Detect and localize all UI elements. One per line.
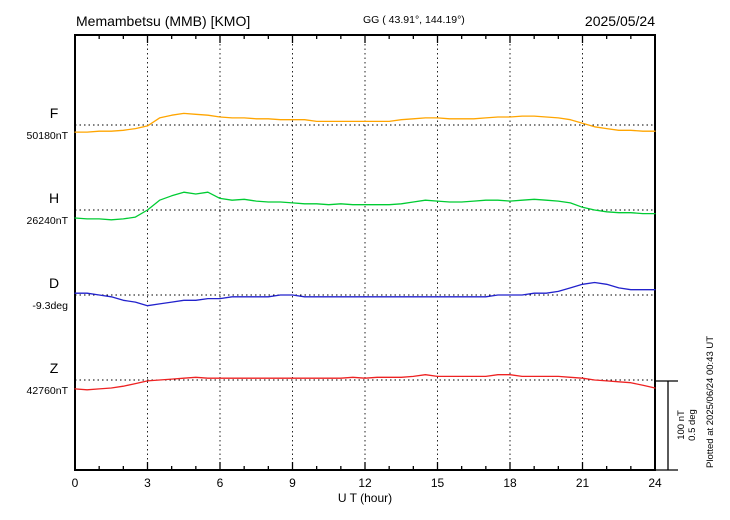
plotted-at-stamp: Plotted at 2025/06/24 00:43 UT [705, 336, 716, 468]
x-tick-label: 12 [358, 476, 372, 490]
trace-line-D [74, 281, 656, 307]
station-coordinates: GG ( 43.91°, 144.19°) [363, 14, 465, 26]
x-tick-label: 18 [503, 476, 517, 490]
x-tick-label: 24 [648, 476, 662, 490]
trace-letter-Z: Z [50, 360, 59, 376]
x-tick-label: 21 [576, 476, 590, 490]
plot-dynamic-layer: 0 3 6 9 12 15 18 21 24 F 50180nT H 26240nT D -9.3deg Z 4… [27, 35, 678, 490]
trace-baseline-value-H: 26240nT [27, 215, 69, 227]
trace-line-F [74, 112, 656, 133]
x-tick-label: 0 [72, 476, 79, 490]
plot-date: 2025/05/24 [585, 13, 655, 29]
station-title: Memambetsu (MMB) [KMO] [76, 13, 250, 29]
trace-baseline-value-F: 50180nT [27, 130, 69, 142]
trace-line-Z [74, 374, 656, 391]
scale-label-deg: 0.5 deg [687, 409, 698, 441]
trace-baseline-value-D: -9.3deg [32, 300, 68, 312]
trace-line-H [74, 191, 656, 221]
x-tick-label: 3 [144, 476, 151, 490]
trace-letter-H: H [49, 190, 59, 206]
trace-letter-D: D [49, 275, 59, 291]
x-tick-label: 6 [217, 476, 224, 490]
x-tick-label: 15 [431, 476, 445, 490]
trace-baseline-value-Z: 42760nT [27, 385, 69, 397]
scale-label-nt: 100 nT [676, 410, 687, 440]
x-tick-label: 9 [289, 476, 296, 490]
trace-letter-F: F [50, 105, 59, 121]
x-axis-label: U T (hour) [338, 491, 392, 505]
